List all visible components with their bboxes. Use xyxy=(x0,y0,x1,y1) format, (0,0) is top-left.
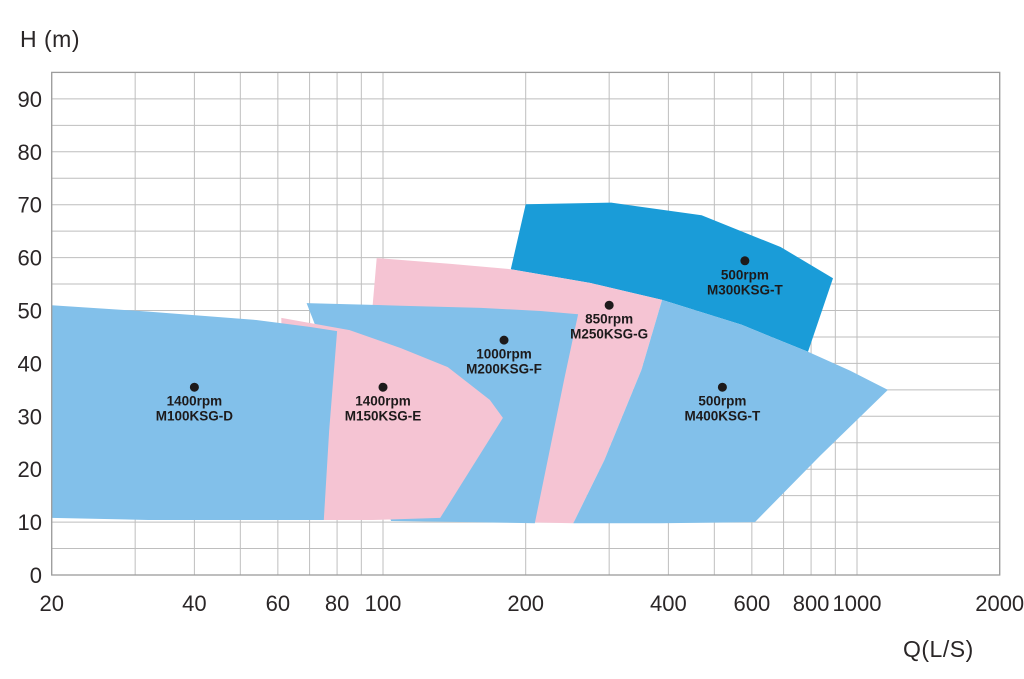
x-tick-label: 400 xyxy=(650,591,687,616)
x-tick-label: 40 xyxy=(182,591,206,616)
region-area xyxy=(51,305,338,520)
y-tick-label: 70 xyxy=(18,193,42,218)
x-axis-title: Q(L/S) xyxy=(903,636,974,662)
region-area xyxy=(510,202,833,352)
region-label-line: M300KSG-T xyxy=(707,282,784,297)
region-dot xyxy=(189,382,199,392)
y-tick-label: 10 xyxy=(18,510,42,535)
region-label-line: 1400rpm xyxy=(167,394,223,409)
x-tick-label: 100 xyxy=(365,591,402,616)
x-tick-label: 800 xyxy=(793,591,830,616)
region-label-line: M400KSG-T xyxy=(685,409,762,424)
y-tick-label: 0 xyxy=(30,563,42,588)
region-dot xyxy=(604,300,614,310)
region-label-line: M200KSG-F xyxy=(466,362,542,377)
region-label-line: 500rpm xyxy=(721,267,769,282)
region-M300KSG-T xyxy=(510,202,833,352)
plot-border xyxy=(51,71,1001,576)
x-tick-label: 600 xyxy=(733,591,770,616)
region-label-line: M100KSG-D xyxy=(156,409,234,424)
x-tick-label: 1000 xyxy=(833,591,882,616)
x-tick-label: 2000 xyxy=(975,591,1024,616)
y-tick-label: 20 xyxy=(18,457,42,482)
region-dot xyxy=(378,382,388,392)
y-axis-tick-labels: 0 10 20 30 40 50 60 70 80 90 xyxy=(18,87,42,588)
region-area xyxy=(281,317,503,520)
region-dot xyxy=(740,256,750,266)
region-label-line: 500rpm xyxy=(698,394,746,409)
region-M400KSG-T xyxy=(573,299,888,524)
region-label-line: M250KSG-G xyxy=(570,327,648,342)
region-M100KSG-D xyxy=(51,305,338,520)
y-axis-title: H (m) xyxy=(20,26,80,52)
x-tick-label: 20 xyxy=(39,591,63,616)
region-label-line: 1400rpm xyxy=(355,394,411,409)
y-tick-label: 50 xyxy=(18,299,42,324)
region-area xyxy=(573,299,888,524)
region-label-line: 850rpm xyxy=(585,312,633,327)
y-tick-label: 90 xyxy=(18,87,42,112)
region-label-line: M150KSG-E xyxy=(345,409,422,424)
region-dot xyxy=(717,382,727,392)
y-tick-label: 80 xyxy=(18,140,42,165)
y-tick-label: 40 xyxy=(18,351,42,376)
x-tick-label: 80 xyxy=(325,591,349,616)
y-tick-label: 60 xyxy=(18,246,42,271)
y-tick-label: 30 xyxy=(18,404,42,429)
region-dot xyxy=(499,335,509,345)
x-axis-tick-labels: 20 40 60 80 100 200 400 600 800 1000 2000 xyxy=(39,591,1024,616)
x-tick-label: 60 xyxy=(266,591,290,616)
region-label-line: 1000rpm xyxy=(476,347,532,362)
region-M150KSG-E xyxy=(281,317,503,520)
x-tick-label: 200 xyxy=(507,591,544,616)
